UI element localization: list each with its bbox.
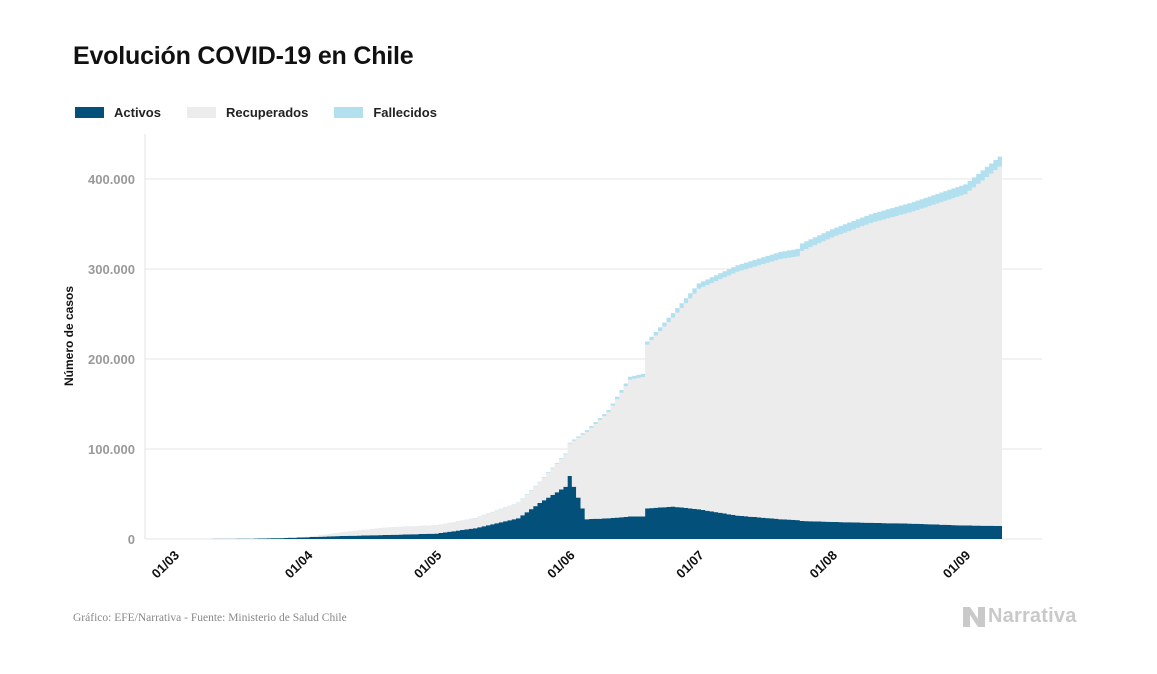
legend-item-recuperados: Recuperados xyxy=(186,104,309,120)
legend-item-activos: Activos xyxy=(75,105,161,120)
y-tick-label-1: 100.000 xyxy=(88,442,135,457)
legend-label-activos: Activos xyxy=(114,104,161,120)
legend-swatch-activos xyxy=(75,106,104,118)
y-tick-label-2: 200.000 xyxy=(88,352,135,367)
legend-swatch-fallecidos xyxy=(334,106,364,118)
x-tick-label-0: 01/03 xyxy=(149,548,183,582)
series-area-fallecidos xyxy=(180,153,1003,539)
legend-label-fallecidos: Fallecidos xyxy=(373,104,437,120)
brand-logo: Narrativa xyxy=(963,605,1077,628)
x-tick-label-3: 01/06 xyxy=(544,548,578,582)
y-tick-label-4: 400.000 xyxy=(88,172,135,187)
y-tick-label-3: 300.000 xyxy=(88,262,135,277)
legend: Activos Recuperados Fallecidos xyxy=(75,104,463,120)
legend-item-fallecidos: Fallecidos xyxy=(334,105,437,120)
y-axis-label: Número de casos xyxy=(62,286,76,386)
narrativa-logo-icon xyxy=(963,606,985,627)
brand-name: Narrativa xyxy=(988,605,1077,627)
series-area-recuperados xyxy=(180,163,1003,540)
x-tick-label-4: 01/07 xyxy=(673,548,707,582)
series-area-activos xyxy=(180,476,1003,539)
source-note: Gráfico: EFE/Narrativa - Fuente: Ministe… xyxy=(73,612,347,624)
legend-swatch-recuperados xyxy=(186,106,216,118)
legend-label-recuperados: Recuperados xyxy=(225,104,309,120)
x-tick-label-5: 01/08 xyxy=(806,548,840,582)
x-tick-label-6: 01/09 xyxy=(940,548,974,582)
x-tick-label-2: 01/05 xyxy=(411,548,445,582)
y-tick-label-0: 0 xyxy=(128,532,135,547)
chart-title: Evolución COVID-19 en Chile xyxy=(73,42,414,70)
x-tick-label-1: 01/04 xyxy=(282,547,316,581)
